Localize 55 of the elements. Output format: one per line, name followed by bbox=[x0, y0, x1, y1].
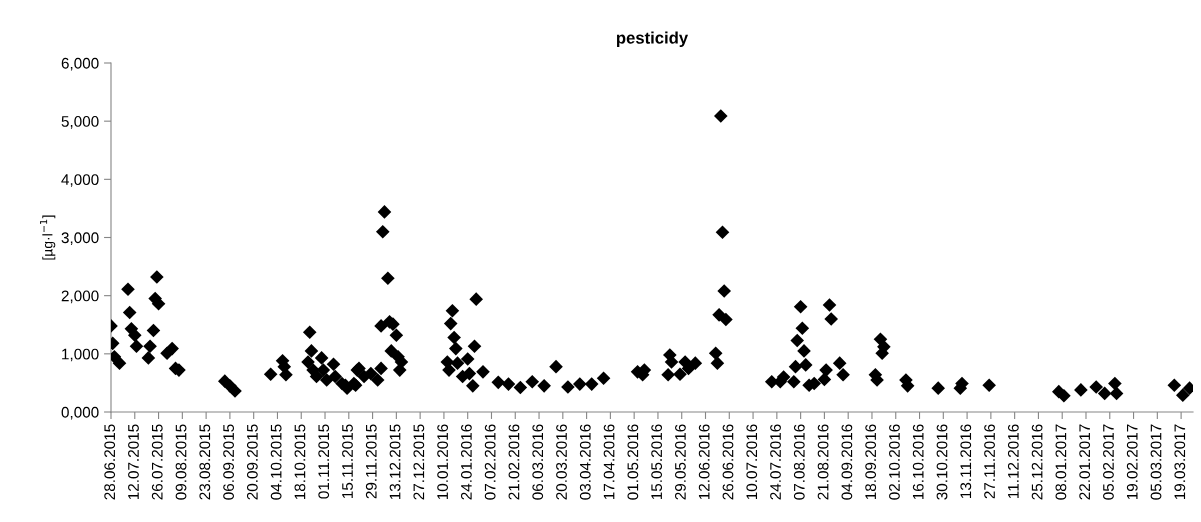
y-tick-label: 3,000 bbox=[61, 232, 99, 245]
x-tick-label: 13.11.2016 bbox=[960, 424, 972, 498]
x-tick-label: 21.02.2016 bbox=[508, 424, 520, 500]
y-tick-label: 1,000 bbox=[62, 348, 99, 362]
x-tick-label: 22.01.2017 bbox=[1079, 424, 1091, 500]
x-tick-label: 18.10.2015 bbox=[294, 424, 306, 500]
y-tick-label: 0,000 bbox=[61, 406, 99, 420]
x-tick-label: 02.10.2016 bbox=[889, 424, 900, 500]
x-tick-label: 24.07.2016 bbox=[770, 424, 781, 500]
x-tick-label: 09.08.2015 bbox=[175, 424, 187, 500]
x-tick-label: 23.08.2015 bbox=[199, 424, 211, 500]
x-tick-label: 13.12.2015 bbox=[389, 424, 401, 500]
x-tick-label: 12.06.2016 bbox=[698, 424, 710, 500]
x-tick-label: 15.05.2016 bbox=[651, 424, 663, 500]
y-tick-label: 5,000 bbox=[61, 116, 99, 129]
x-tick-label: 05.02.2017 bbox=[1103, 424, 1114, 500]
x-tick-label: 21.08.2016 bbox=[817, 424, 829, 500]
y-tick-label: 4,000 bbox=[61, 174, 99, 187]
x-tick-label: 12.07.2015 bbox=[128, 424, 139, 500]
x-tick-label: 29.05.2016 bbox=[675, 424, 686, 500]
x-tick-label: 17.04.2016 bbox=[603, 424, 615, 500]
x-tick-label: 06.03.2016 bbox=[532, 424, 544, 500]
x-tick-label: 15.11.2015 bbox=[342, 424, 353, 498]
y-axis-title: [µg·l$^{−1}$] bbox=[39, 215, 56, 260]
x-tick-label: 10.01.2016 bbox=[437, 424, 449, 500]
x-tick-label: 07.08.2016 bbox=[793, 424, 805, 500]
x-tick-label: 04.10.2015 bbox=[270, 424, 282, 500]
x-tick-label: 05.03.2017 bbox=[1150, 424, 1162, 500]
x-tick-label: 20.09.2015 bbox=[246, 424, 258, 500]
x-tick-label: 08.01.2017 bbox=[1055, 424, 1067, 500]
x-tick-label: 29.11.2015 bbox=[365, 424, 377, 499]
x-tick-label: 03.04.2016 bbox=[579, 424, 591, 500]
x-tick-label: 25.12.2016 bbox=[1031, 424, 1043, 500]
x-tick-label: 19.03.2017 bbox=[1174, 424, 1186, 500]
x-tick-label: 19.02.2017 bbox=[1126, 424, 1138, 500]
x-tick-label: 30.10.2016 bbox=[936, 424, 948, 500]
x-tick-label: 16.10.2016 bbox=[912, 424, 924, 500]
x-tick-label: 28.06.2015 bbox=[104, 424, 116, 500]
x-tick-label: 10.07.2016 bbox=[746, 424, 758, 500]
x-tick-label: 01.11.2015 bbox=[318, 424, 330, 499]
x-tick-label: 27.11.2016 bbox=[984, 424, 995, 499]
x-tick-label: 07.02.2016 bbox=[484, 424, 496, 500]
x-tick-label: 04.09.2016 bbox=[841, 424, 853, 500]
x-tick-label: 26.07.2015 bbox=[151, 424, 163, 500]
chart-title: pesticidy bbox=[616, 31, 689, 48]
x-tick-label: 26.06.2016 bbox=[722, 424, 734, 500]
x-tick-label: 06.09.2015 bbox=[223, 424, 234, 500]
x-tick-label: 18.09.2016 bbox=[865, 424, 877, 500]
y-tick-label: 2,000 bbox=[61, 290, 99, 304]
y-tick-label: 6,000 bbox=[61, 57, 99, 71]
x-tick-label: 20.03.2016 bbox=[556, 424, 567, 500]
x-tick-label: 11.12.2016 bbox=[1007, 424, 1019, 498]
x-tick-label: 01.05.2016 bbox=[627, 424, 639, 500]
x-tick-label: 27.12.2015 bbox=[413, 424, 425, 500]
x-tick-label: 24.01.2016 bbox=[460, 424, 472, 500]
